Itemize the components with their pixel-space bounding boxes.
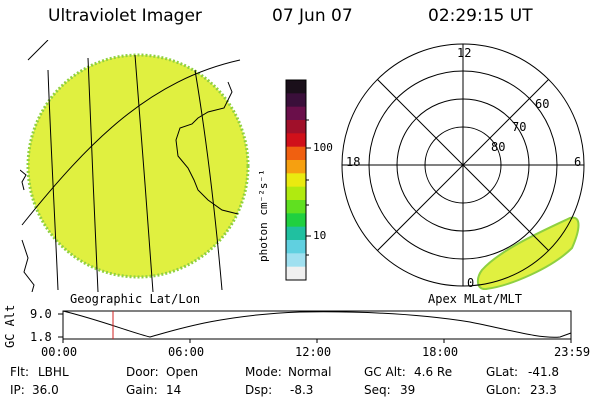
x-tick-0000: 00:00 xyxy=(41,345,78,359)
gain-value: 14 xyxy=(166,383,182,397)
colorbar-band xyxy=(286,266,306,281)
glat-label: GLat: xyxy=(486,365,519,379)
mlt-label-6: 6 xyxy=(574,155,582,169)
longitude-lines xyxy=(21,40,241,292)
colorbar xyxy=(286,80,306,281)
mlt-label-18: 18 xyxy=(346,155,361,169)
altitude-curve xyxy=(62,310,572,338)
colorbar-tick-10: 10 xyxy=(313,229,327,242)
earth-disk-edge xyxy=(26,53,250,279)
mlat-label-80: 80 xyxy=(491,140,506,154)
colorbar-band xyxy=(286,80,306,94)
colorbar-unit-label: photon cm⁻²s⁻¹ xyxy=(257,169,270,262)
x-tick-0600: 06:00 xyxy=(168,345,205,359)
seq-label: Seq: xyxy=(364,383,391,397)
dsp-value: -8.3 xyxy=(290,383,314,397)
filter-value: LBHL xyxy=(38,365,69,379)
gc-alt-label: GC Alt: xyxy=(364,365,406,379)
observation-time: 02:29:15 UT xyxy=(428,6,533,26)
colorbar-tick-100: 100 xyxy=(313,141,333,154)
glon-label: GLon: xyxy=(486,383,521,397)
door-value: Open xyxy=(166,365,199,379)
colorbar-band xyxy=(286,106,306,121)
dsp-label: Dsp: xyxy=(245,383,273,397)
altitude-y-high: 9.0 xyxy=(30,307,52,321)
glat-value: -41.8 xyxy=(528,365,560,379)
polar-plot xyxy=(341,43,585,291)
mlt-label-0: 0 xyxy=(467,276,475,290)
observation-date: 07 Jun 07 xyxy=(272,6,353,26)
mode-value: Normal xyxy=(288,365,332,379)
aurora-oval xyxy=(476,216,580,291)
geographic-caption: Geographic Lat/Lon xyxy=(70,292,201,306)
door-label: Door: xyxy=(126,365,159,379)
ip-value: 36.0 xyxy=(32,383,59,397)
colorbar-band xyxy=(286,173,306,188)
x-tick-2359: 23:59 xyxy=(554,345,591,359)
mlat-label-70: 70 xyxy=(512,120,527,134)
gc-alt-value: 4.6 Re xyxy=(414,365,453,379)
seq-value: 39 xyxy=(400,383,416,397)
colorbar-band xyxy=(286,160,306,174)
altitude-ylabel: GC Alt xyxy=(3,304,17,348)
altitude-plot xyxy=(58,310,572,343)
ip-label: IP: xyxy=(10,383,25,397)
colorbar-band xyxy=(286,93,306,108)
gain-label: Gain: xyxy=(126,383,158,397)
altitude-y-low: 1.8 xyxy=(30,330,52,344)
colorbar-band xyxy=(286,240,306,254)
earth-disk-glow xyxy=(28,55,248,277)
colorbar-band xyxy=(286,120,306,134)
glon-value: 23.3 xyxy=(530,383,557,397)
colorbar-band xyxy=(286,226,306,241)
mlt-label-12: 12 xyxy=(457,46,472,60)
colorbar-band xyxy=(286,253,306,268)
apex-caption: Apex MLat/MLT xyxy=(428,292,522,306)
colorbar-band xyxy=(286,146,306,161)
instrument-title: Ultraviolet Imager xyxy=(48,6,202,26)
colorbar-band xyxy=(286,213,306,228)
mlat-label-60: 60 xyxy=(535,97,550,111)
altitude-axes xyxy=(62,310,572,340)
colorbar-band xyxy=(286,133,306,148)
x-tick-1800: 18:00 xyxy=(422,345,459,359)
colorbar-band xyxy=(286,186,306,201)
x-tick-1200: 12:00 xyxy=(295,345,332,359)
mode-label: Mode: xyxy=(245,365,282,379)
geographic-image-panel xyxy=(20,40,250,292)
coastline xyxy=(20,81,239,292)
colorbar-band xyxy=(286,200,306,214)
filter-label: Flt: xyxy=(10,365,29,379)
